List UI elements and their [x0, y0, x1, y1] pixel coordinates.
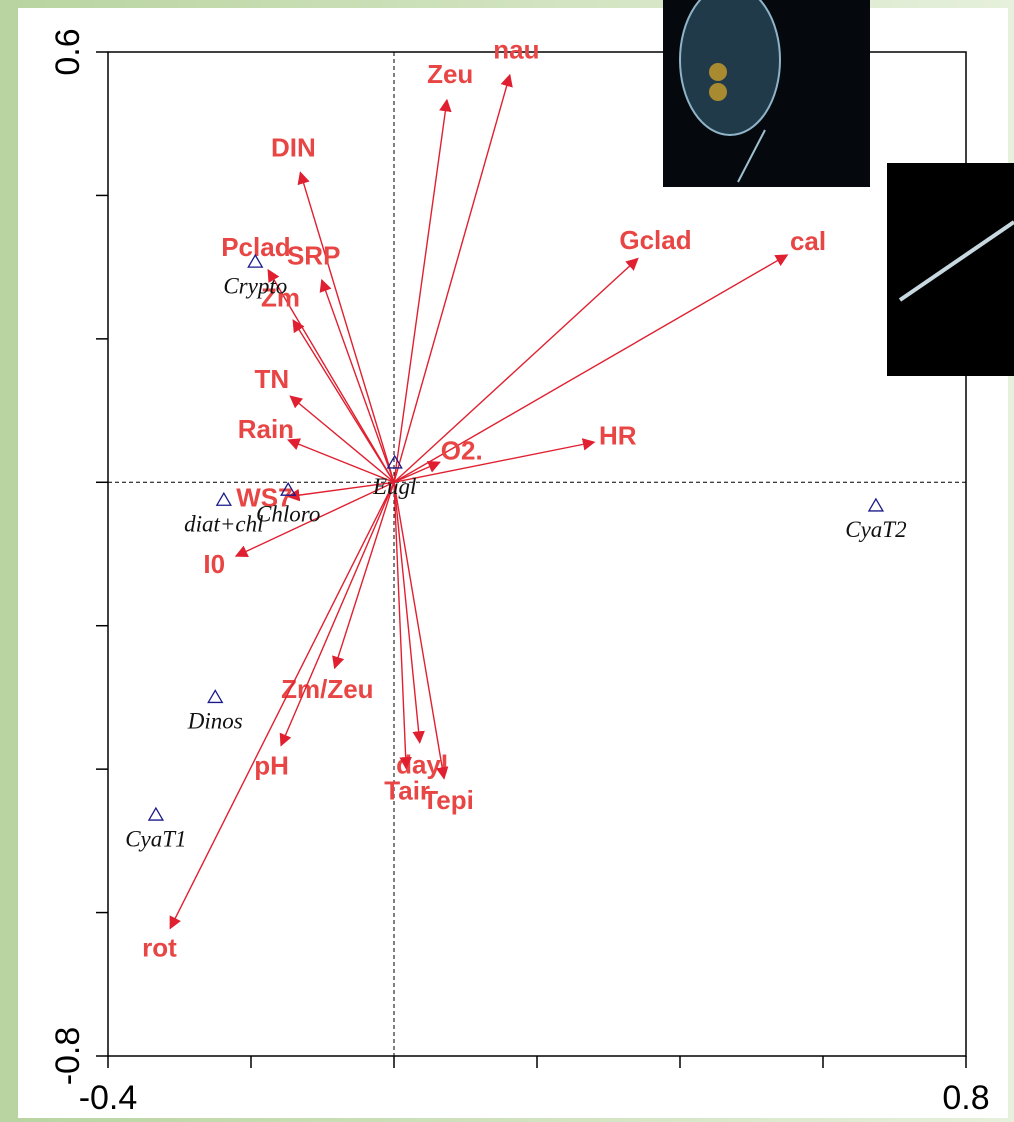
vector-arrow — [297, 171, 395, 483]
vector-label: Zeu — [427, 59, 473, 89]
species-point — [280, 481, 297, 496]
species-point — [215, 491, 232, 506]
vector-label: rot — [142, 933, 177, 963]
y-tick-label: 0.6 — [49, 28, 87, 75]
vector-arrow — [393, 98, 452, 483]
vector-label: nau — [493, 35, 539, 65]
vector-arrow — [393, 482, 449, 780]
vector-label: SRP — [287, 240, 340, 270]
species-point — [247, 253, 264, 268]
vector-arrow — [286, 481, 395, 502]
photo-shape — [709, 63, 727, 81]
species-label: Chloro — [256, 501, 320, 526]
vector-arrow — [332, 482, 395, 670]
plot-panel — [18, 8, 1008, 1118]
photos — [663, 0, 1014, 376]
vector-arrow — [289, 395, 395, 483]
vector-arrow — [292, 319, 395, 483]
vector-label: HR — [599, 420, 637, 450]
vector-arrow — [393, 73, 513, 483]
species-point — [207, 689, 224, 704]
vector-label: TN — [255, 364, 290, 394]
vector-label: Gclad — [619, 225, 691, 255]
vector-arrow — [319, 278, 395, 483]
species-point — [386, 454, 403, 469]
x-tick-label: -0.4 — [79, 1079, 138, 1117]
vector-label: pH — [254, 750, 289, 780]
vector-label: O2. — [441, 435, 483, 465]
species-label: Crypto — [223, 273, 287, 298]
species-point — [867, 497, 885, 512]
vector-arrow — [393, 460, 441, 483]
species-label: CyaT2 — [845, 517, 906, 542]
species-label: diat+chl — [184, 511, 263, 536]
vector-label: WS7 — [236, 483, 292, 513]
vector-arrow — [393, 438, 596, 483]
vector-arrow — [393, 482, 425, 744]
vector-arrow — [393, 257, 639, 483]
vector-label: I0 — [203, 549, 225, 579]
vector-arrow — [393, 254, 789, 483]
vector-arrow — [267, 268, 395, 483]
vector-label: DIN — [271, 132, 316, 162]
vector-label: Tepi — [422, 785, 474, 815]
vector-arrow — [393, 482, 412, 770]
y-tick-label: -0.8 — [49, 1027, 87, 1086]
photo-shape — [737, 129, 766, 183]
vector-arrow — [287, 438, 395, 483]
vector-label: Zm — [261, 283, 300, 313]
photo-copepod — [887, 163, 1014, 376]
photo-shape — [898, 220, 1014, 302]
species-label: Eugl — [372, 474, 416, 499]
vector-arrow — [169, 481, 395, 930]
vector-label: Tair — [384, 775, 430, 805]
species-label: Dinos — [187, 709, 243, 734]
x-tick-label: 0.8 — [942, 1079, 989, 1117]
vector-label: cal — [790, 226, 826, 256]
vector-arrow — [234, 481, 395, 558]
photo-shape — [709, 83, 727, 101]
vector-arrow — [279, 482, 395, 747]
photo-shape — [679, 0, 781, 136]
vector-label: Pclad — [221, 232, 290, 262]
species-label: CyaT1 — [125, 826, 186, 851]
species-point — [147, 806, 165, 821]
vector-label: Zm/Zeu — [281, 674, 373, 704]
vector-label: Rain — [238, 414, 294, 444]
